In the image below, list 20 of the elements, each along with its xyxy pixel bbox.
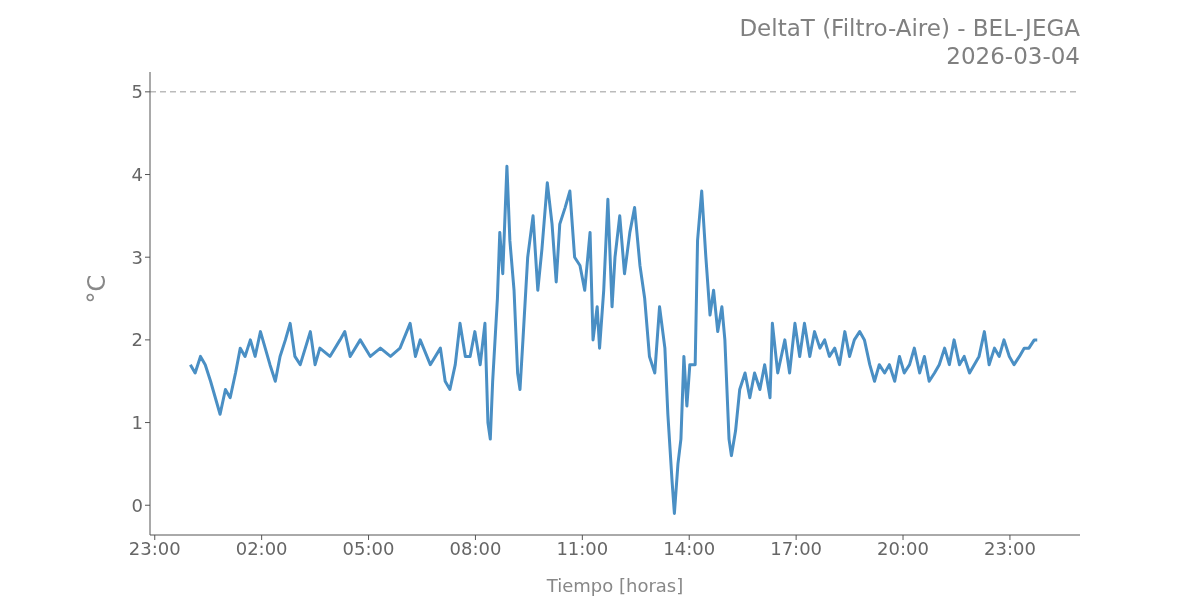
x-tick-label: 17:00 [770,537,823,559]
y-axis-title: °C [82,274,111,304]
chart-subtitle: 2026-03-04 [945,42,1080,70]
x-tick-label: 23:00 [128,537,181,559]
y-tick-label: 3 [131,246,143,268]
y-tick-label: 2 [131,329,143,351]
x-tick-label: 05:00 [342,537,395,559]
x-tick-label: 14:00 [663,537,716,559]
x-tick-label: 11:00 [556,537,609,559]
y-tick-label: 5 [131,81,143,103]
x-tick-label: 20:00 [877,537,929,559]
chart-title: DeltaT (Filtro-Aire) - BEL-JEGA [739,14,1080,42]
y-tick-label: 4 [131,163,143,185]
x-tick-label: 02:00 [235,537,288,559]
y-tick-label: 1 [131,411,143,433]
line-series [188,164,1039,515]
x-tick-label: 23:00 [983,537,1036,559]
x-axis-title: Tiempo [horas] [545,575,684,596]
y-tick-label: 0 [131,494,143,516]
x-tick-label: 08:00 [449,537,502,559]
